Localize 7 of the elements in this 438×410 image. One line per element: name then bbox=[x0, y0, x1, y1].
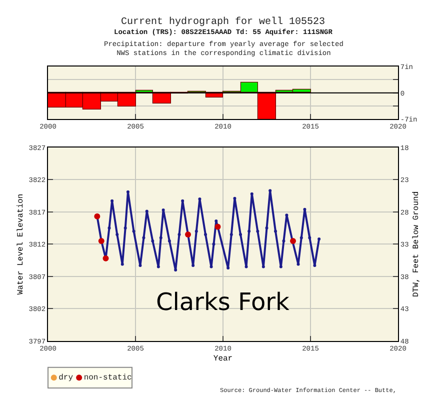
annotation: Clarks Fork bbox=[156, 288, 290, 316]
legend-label: non-static bbox=[84, 374, 132, 383]
legend-label: dry bbox=[58, 374, 74, 383]
y-axis-title: Water Level Elevation bbox=[16, 194, 26, 295]
chart-title: Current hydrograph for well 105523 bbox=[121, 16, 326, 28]
y2-axis-title: DTW, Feet Below Ground bbox=[412, 191, 421, 297]
x-axis-title: Year bbox=[213, 354, 233, 364]
